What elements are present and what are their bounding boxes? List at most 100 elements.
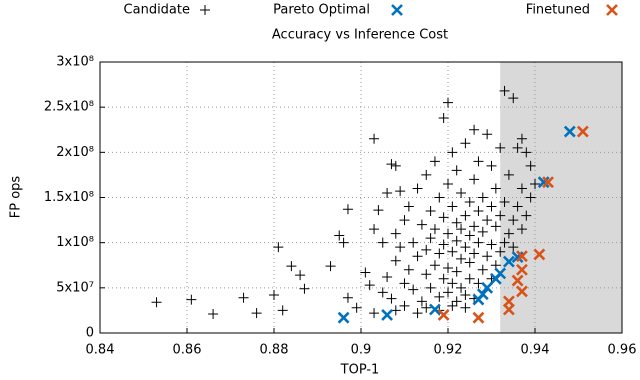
- point: [186, 294, 197, 305]
- point: [382, 271, 393, 282]
- point: [472, 311, 485, 324]
- point: [342, 204, 353, 215]
- point: [382, 187, 393, 198]
- point: [447, 278, 458, 289]
- point: [464, 230, 475, 241]
- y-tick-label: 0: [86, 326, 94, 341]
- point: [425, 206, 436, 217]
- point: [542, 176, 554, 189]
- point: [443, 287, 453, 298]
- point: [530, 178, 540, 189]
- point: [443, 262, 453, 273]
- point: [151, 297, 162, 308]
- point: [443, 178, 453, 189]
- legend-marker: [200, 5, 210, 15]
- point: [473, 206, 484, 217]
- x-axis-label: TOP-1: [340, 363, 380, 378]
- point: [408, 237, 419, 248]
- point: [273, 242, 284, 253]
- point: [277, 305, 288, 316]
- point: [486, 239, 497, 250]
- point: [395, 186, 406, 197]
- point: [399, 300, 410, 311]
- point: [490, 221, 501, 232]
- point: [521, 147, 532, 158]
- point: [437, 309, 450, 321]
- point: [412, 308, 423, 319]
- point: [364, 280, 375, 291]
- point: [456, 282, 467, 293]
- x-tick-label: 0.86: [173, 343, 202, 358]
- point: [477, 226, 488, 237]
- point: [334, 230, 345, 241]
- x-tick-label: 0.84: [86, 343, 115, 358]
- point: [503, 228, 514, 239]
- x-tick-label: 0.9: [351, 343, 372, 358]
- point: [351, 302, 362, 313]
- point: [482, 251, 493, 262]
- point: [525, 160, 536, 171]
- point: [408, 284, 419, 295]
- point: [269, 290, 279, 301]
- point: [421, 269, 432, 280]
- point: [486, 160, 497, 171]
- point: [460, 290, 471, 301]
- point: [416, 296, 427, 307]
- point: [451, 266, 462, 277]
- point: [464, 197, 475, 208]
- point: [238, 292, 249, 303]
- point: [399, 278, 410, 289]
- point: [576, 125, 589, 138]
- x-tick-label: 0.92: [434, 343, 463, 358]
- y-tick-label: 1.5x10⁸: [44, 190, 94, 205]
- chart-title: Accuracy vs Inference Cost: [272, 28, 448, 43]
- point: [460, 138, 471, 149]
- point: [502, 255, 515, 268]
- point: [495, 210, 506, 221]
- point: [421, 169, 432, 180]
- x-tick-label: 0.96: [608, 343, 637, 358]
- legend-marker: [606, 4, 618, 16]
- point: [533, 248, 546, 261]
- point: [390, 228, 401, 239]
- point: [495, 142, 506, 153]
- point: [438, 239, 449, 250]
- point: [473, 237, 484, 248]
- point: [451, 235, 462, 246]
- point: [377, 287, 388, 298]
- point: [338, 237, 349, 248]
- point: [412, 251, 423, 262]
- point: [438, 273, 449, 284]
- point: [412, 183, 423, 194]
- point: [429, 260, 440, 271]
- point: [469, 221, 480, 232]
- point: [325, 261, 336, 272]
- point: [481, 281, 494, 294]
- point: [299, 283, 310, 294]
- point: [429, 303, 441, 316]
- point: [399, 215, 410, 226]
- point: [563, 125, 576, 138]
- point: [460, 210, 471, 221]
- y-tick-label: 5x10⁷: [56, 280, 94, 295]
- point: [499, 197, 510, 208]
- point: [434, 291, 445, 302]
- x-tick-label: 0.94: [521, 343, 550, 358]
- point: [373, 205, 384, 216]
- point: [482, 129, 493, 140]
- x-tick-label: 0.88: [260, 343, 289, 358]
- point: [477, 192, 488, 203]
- point: [456, 187, 467, 198]
- point: [456, 224, 467, 235]
- point: [369, 224, 380, 235]
- y-tick-label: 2.5x10⁸: [44, 100, 94, 115]
- point: [381, 309, 394, 321]
- point: [469, 174, 480, 185]
- point: [416, 219, 427, 230]
- point: [477, 264, 488, 275]
- point: [443, 97, 453, 108]
- point: [390, 160, 401, 171]
- point: [516, 133, 527, 144]
- point: [464, 273, 475, 284]
- point: [377, 237, 388, 248]
